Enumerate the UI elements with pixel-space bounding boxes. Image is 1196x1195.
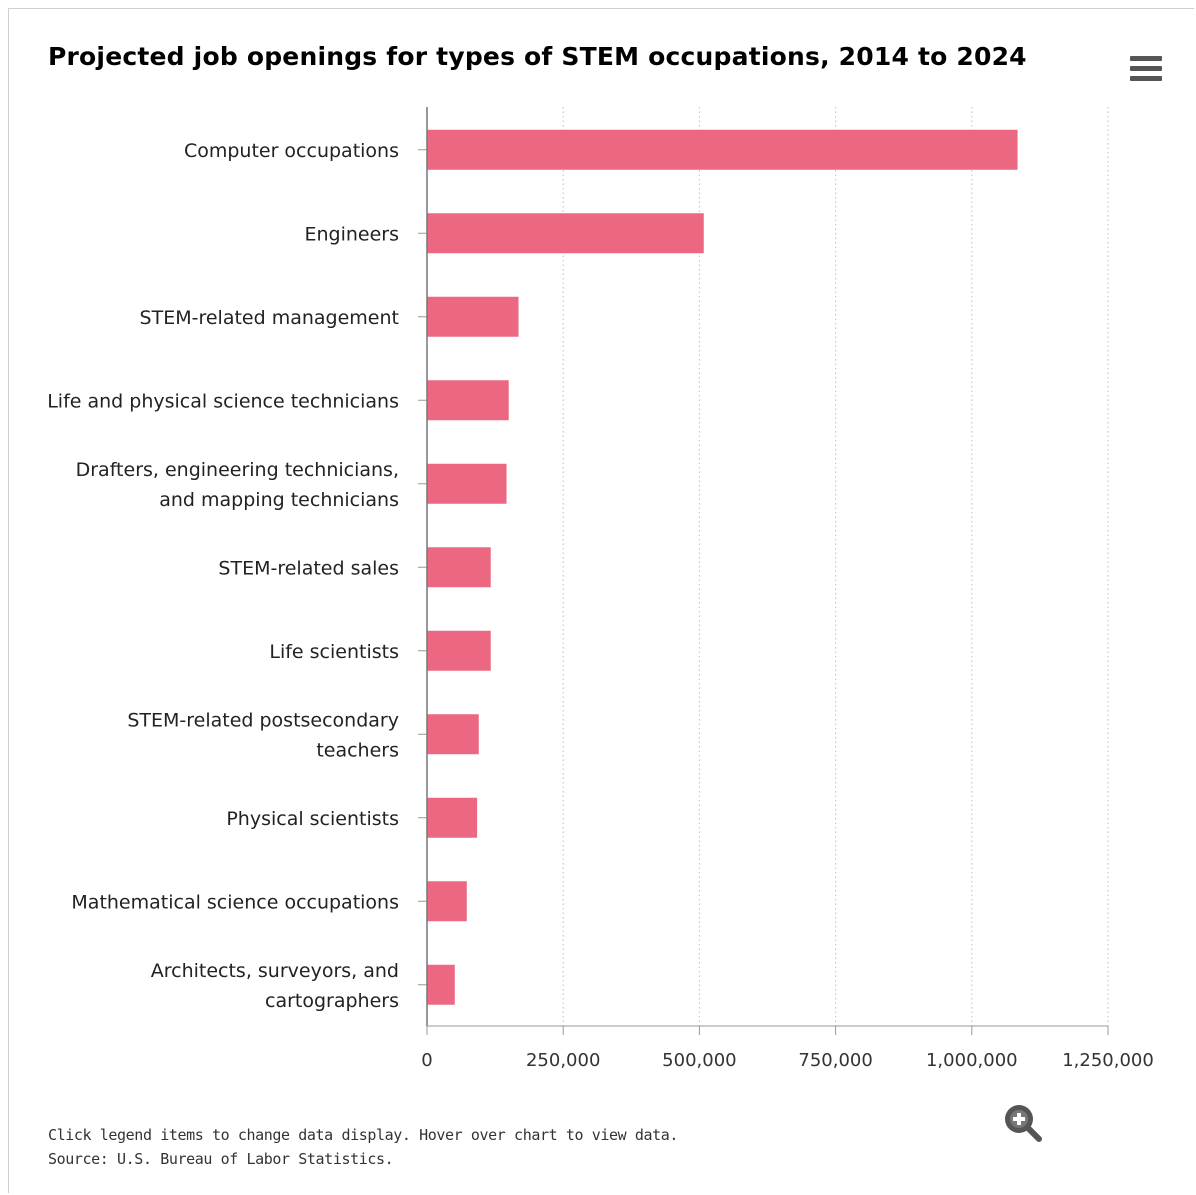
x-tick-label: 500,000 — [662, 1050, 736, 1071]
bar[interactable] — [427, 296, 519, 337]
chart-frame — [8, 8, 1194, 1193]
category-label: Mathematical science occupations — [71, 891, 399, 913]
x-tick-label: 1,000,000 — [926, 1050, 1018, 1071]
x-tick-label: 0 — [421, 1050, 432, 1071]
bar[interactable] — [427, 547, 491, 588]
category-label: Physical scientists — [226, 808, 399, 830]
bar[interactable] — [427, 714, 479, 755]
bar[interactable] — [427, 881, 467, 922]
footer-note: Click legend items to change data displa… — [48, 1126, 679, 1144]
bar[interactable] — [427, 630, 491, 671]
x-tick-label: 750,000 — [798, 1050, 872, 1071]
category-label: Architects, surveyors, and cartographers — [151, 960, 399, 1012]
category-label: STEM-related postsecondary teachers — [127, 709, 399, 761]
category-label: Drafters, engineering technicians, and ma… — [76, 459, 399, 511]
category-label: Computer occupations — [184, 140, 399, 162]
category-label: Life and physical science technicians — [47, 390, 399, 412]
bar[interactable] — [427, 380, 509, 421]
bar[interactable] — [427, 964, 455, 1005]
axes — [418, 107, 1109, 1035]
bar[interactable] — [427, 797, 478, 838]
chart-title: Projected job openings for types of STEM… — [48, 42, 1027, 71]
bars — [427, 129, 1018, 1005]
bar[interactable] — [427, 463, 507, 504]
category-label: Life scientists — [269, 641, 399, 663]
hamburger-menu-icon[interactable] — [1124, 52, 1164, 88]
x-tick-labels: 0 250,000 500,000 750,000 1,000,000 1,250,000 — [421, 1050, 1154, 1071]
bar[interactable] — [427, 213, 704, 254]
x-tick-label: 250,000 — [526, 1050, 600, 1071]
x-tick-label: 1,250,000 — [1062, 1050, 1154, 1071]
category-label: STEM-related management — [140, 307, 399, 329]
bar[interactable] — [427, 129, 1018, 170]
bar-chart: Computer occupations Engineers STEM-relate… — [47, 107, 1154, 1071]
zoom-in-icon[interactable] — [1000, 1100, 1044, 1144]
category-label: Engineers — [304, 223, 399, 245]
category-label: STEM-related sales — [218, 557, 399, 579]
footer-source: Source: U.S. Bureau of Labor Statistics. — [48, 1150, 394, 1168]
grid-lines — [562, 107, 1109, 1026]
category-labels: Computer occupations Engineers STEM-relate… — [47, 140, 399, 1012]
